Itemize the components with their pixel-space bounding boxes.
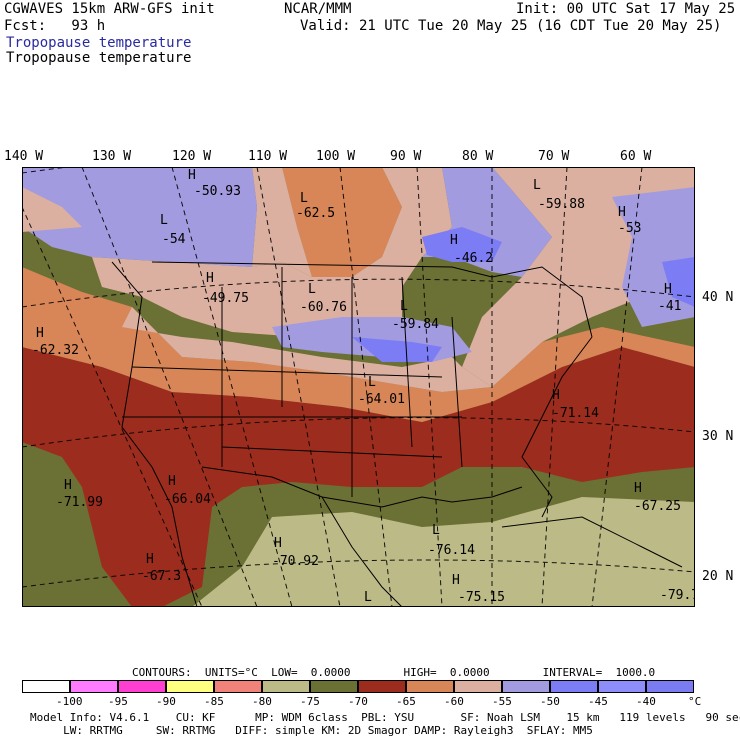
colorbar-label: -60 bbox=[444, 695, 464, 708]
colorbar-unit: °C bbox=[688, 695, 702, 708]
map-marker-letter: L bbox=[160, 213, 168, 228]
colorbar-label: -55 bbox=[492, 695, 512, 708]
contours-info: CONTOURS: UNITS=°C LOW= 0.0000 HIGH= 0.0… bbox=[132, 666, 656, 679]
map-marker-letter: H bbox=[188, 168, 196, 183]
map-marker-letter: L bbox=[368, 375, 376, 390]
map-marker-letter: L bbox=[533, 178, 541, 193]
colorbar-swatch bbox=[118, 680, 166, 693]
lon-label-130w: 130 W bbox=[92, 149, 132, 164]
map-marker-value: -59.84 bbox=[392, 317, 439, 332]
map-marker-value: -71.14 bbox=[552, 406, 599, 421]
map-frame bbox=[22, 167, 695, 607]
map-canvas bbox=[22, 167, 695, 607]
colorbar-label: -65 bbox=[396, 695, 416, 708]
colorbar-swatch bbox=[214, 680, 262, 693]
map-marker-value: -67.3 bbox=[142, 569, 182, 584]
colorbar-swatch bbox=[262, 680, 310, 693]
model-info-line1: Model Info: V4.6.1 CU: KF MP: WDM 6class… bbox=[30, 711, 740, 724]
map-marker-letter: L bbox=[432, 523, 440, 538]
colorbar-label: -80 bbox=[252, 695, 272, 708]
colorbar-label: -75 bbox=[300, 695, 320, 708]
map-marker-value: -62.5 bbox=[296, 206, 336, 221]
colorbar-swatch bbox=[70, 680, 118, 693]
lon-label-100w: 100 W bbox=[316, 149, 356, 164]
map-marker-value: -70.92 bbox=[272, 554, 319, 569]
lon-label-70w: 70 W bbox=[538, 149, 570, 164]
map-marker-value: -71.99 bbox=[56, 495, 103, 510]
colorbar-swatch bbox=[310, 680, 358, 693]
map-marker-value: -59.88 bbox=[538, 197, 585, 212]
map-marker-value: -60.76 bbox=[300, 300, 347, 315]
colorbar-label: -100 bbox=[56, 695, 83, 708]
colorbar-swatch bbox=[454, 680, 502, 693]
map-marker-value: -50.93 bbox=[194, 184, 241, 199]
map-marker-value: -67.25 bbox=[634, 499, 681, 514]
colorbar-swatch bbox=[646, 680, 694, 693]
map-marker-value: -64.01 bbox=[358, 392, 405, 407]
field-title-blue: Tropopause temperature bbox=[6, 35, 192, 51]
lon-label-80w: 80 W bbox=[462, 149, 494, 164]
init-time: Init: 00 UTC Sat 17 May 25 bbox=[516, 1, 736, 17]
tropopause-temperature-map: H -50.93 L -62.5 L -59.88 L -54 H -46.2 … bbox=[22, 167, 695, 607]
lat-label-40n: 40 N bbox=[702, 290, 734, 305]
colorbar-swatch bbox=[358, 680, 406, 693]
colorbar-swatch bbox=[22, 680, 70, 693]
lon-label-140w: 140 W bbox=[4, 149, 44, 164]
map-marker-value: -62.32 bbox=[32, 343, 79, 358]
map-marker-letter: L bbox=[308, 282, 316, 297]
colorbar-label: -95 bbox=[108, 695, 128, 708]
lon-label-110w: 110 W bbox=[248, 149, 288, 164]
colorbar-label: -50 bbox=[540, 695, 560, 708]
map-marker-letter: H bbox=[664, 282, 672, 297]
map-marker-value: -79.7 bbox=[660, 588, 695, 603]
map-marker-letter: H bbox=[274, 536, 282, 551]
map-marker-value: -49.75 bbox=[202, 291, 249, 306]
map-marker-letter: H bbox=[452, 573, 460, 588]
lon-label-90w: 90 W bbox=[390, 149, 422, 164]
colorbar-label: -90 bbox=[156, 695, 176, 708]
map-marker-value: -76.14 bbox=[428, 543, 475, 558]
center-label: NCAR/MMM bbox=[284, 1, 352, 17]
map-marker-value: -46.2 bbox=[454, 251, 494, 266]
colorbar-label: -40 bbox=[636, 695, 656, 708]
map-marker-value: -53 bbox=[618, 221, 642, 236]
valid-time: Valid: 21 UTC Tue 20 May 25 (16 CDT Tue … bbox=[300, 18, 722, 34]
colorbar-swatch bbox=[598, 680, 646, 693]
colorbar-swatch bbox=[166, 680, 214, 693]
colorbar-label: -85 bbox=[204, 695, 224, 708]
map-marker-value: -66.04 bbox=[164, 492, 211, 507]
model-title: CGWAVES 15km ARW-GFS init bbox=[4, 1, 215, 17]
field-title: Tropopause temperature bbox=[6, 50, 192, 66]
colorbar-swatch bbox=[550, 680, 598, 693]
map-marker-letter: L bbox=[364, 590, 372, 605]
colorbar-swatch bbox=[406, 680, 454, 693]
map-marker-value: -75.15 bbox=[458, 590, 505, 605]
lat-label-20n: 20 N bbox=[702, 569, 734, 584]
map-marker-letter: H bbox=[146, 552, 154, 567]
colorbar-label: -70 bbox=[348, 695, 368, 708]
map-marker-letter: H bbox=[206, 271, 214, 286]
map-marker-letter: H bbox=[36, 326, 44, 341]
map-marker-letter: H bbox=[634, 481, 642, 496]
map-marker-letter: H bbox=[552, 388, 560, 403]
colorbar-label: -45 bbox=[588, 695, 608, 708]
map-marker-letter: H bbox=[450, 233, 458, 248]
map-marker-letter: H bbox=[618, 205, 626, 220]
map-marker-letter: H bbox=[168, 474, 176, 489]
lon-label-60w: 60 W bbox=[620, 149, 652, 164]
map-marker-letter: H bbox=[64, 478, 72, 493]
model-info-line2: LW: RRTMG SW: RRTMG DIFF: simple KM: 2D … bbox=[30, 724, 593, 737]
colorbar-swatch bbox=[502, 680, 550, 693]
map-marker-letter: L bbox=[300, 191, 308, 206]
map-marker-value: -41 bbox=[658, 299, 682, 314]
lon-label-120w: 120 W bbox=[172, 149, 212, 164]
map-marker-letter: L bbox=[400, 299, 408, 314]
forecast-hour: Fcst: 93 h bbox=[4, 18, 106, 34]
lat-label-30n: 30 N bbox=[702, 429, 734, 444]
map-marker-value: -54 bbox=[162, 232, 186, 247]
